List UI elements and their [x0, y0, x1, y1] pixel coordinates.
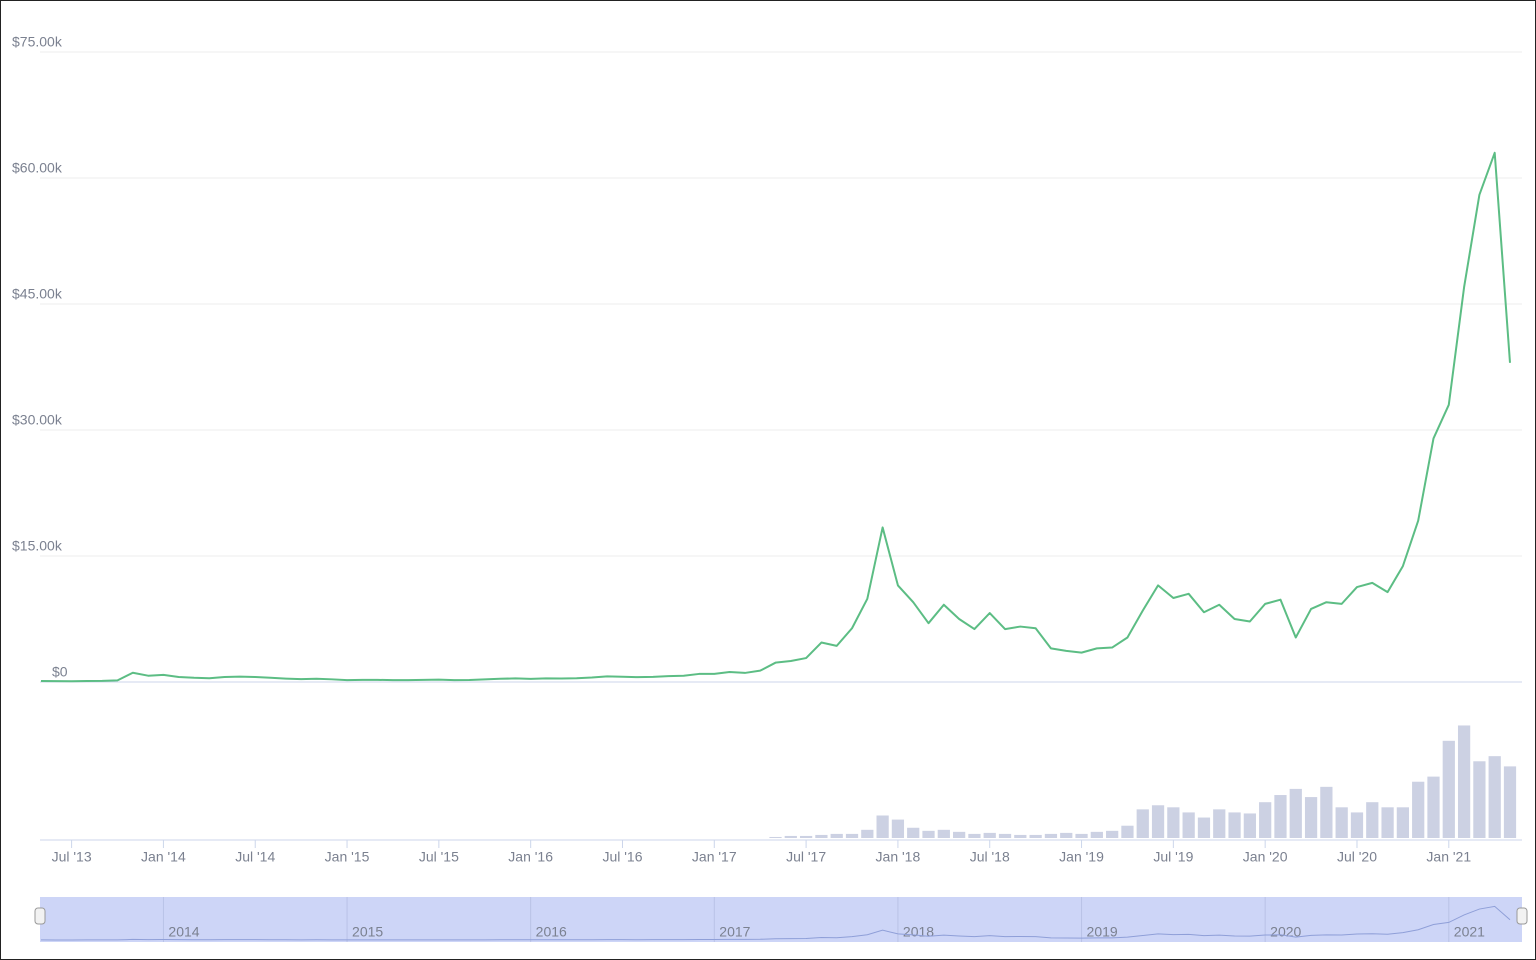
x-tick-label: Jul '14: [235, 849, 275, 865]
volume-bar: [876, 815, 889, 838]
volume-bar: [937, 829, 950, 838]
volume-bar: [1320, 786, 1333, 838]
volume-bar: [1106, 830, 1119, 838]
x-tick-label: Jul '19: [1153, 849, 1193, 865]
volume-bar: [922, 830, 935, 838]
volume-bar: [1381, 807, 1394, 838]
y-tick-label: $30.00k: [12, 412, 63, 428]
x-tick-label: Jan '18: [876, 849, 921, 865]
volume-bar: [1060, 832, 1073, 838]
volume-bar: [1136, 809, 1149, 838]
y-tick-label: $0: [52, 664, 68, 680]
navigator-label: 2020: [1270, 924, 1301, 940]
volume-bar: [1075, 833, 1088, 838]
volume-bar: [891, 819, 905, 838]
volume-bar: [1457, 725, 1471, 838]
volume-bar: [845, 833, 859, 838]
price-line: [40, 151, 1511, 683]
volume-bar: [1503, 766, 1517, 838]
volume-bar: [1182, 812, 1195, 838]
volume-bar: [1473, 761, 1486, 838]
volume-bar: [1167, 807, 1180, 838]
volume-bar: [1151, 805, 1165, 838]
navigator-label: 2018: [903, 924, 934, 940]
x-tick-label: Jan '17: [692, 849, 737, 865]
navigator-line: [40, 905, 1511, 941]
navigator-handle[interactable]: [1516, 907, 1528, 925]
volume-bar: [1121, 825, 1134, 838]
navigator-label: 2016: [536, 924, 567, 940]
volume-bar: [1274, 795, 1287, 838]
volume-bar: [1335, 807, 1348, 838]
volume-bar: [1044, 833, 1058, 838]
navigator-label: 2021: [1454, 924, 1485, 940]
volume-bar: [1366, 802, 1379, 838]
volume-bar: [1350, 812, 1364, 838]
volume-bar: [1029, 834, 1042, 838]
volume-bar: [1090, 831, 1103, 838]
volume-bar: [953, 831, 966, 838]
navigator-handle[interactable]: [34, 907, 46, 925]
volume-bar: [1014, 834, 1027, 838]
x-tick-label: Jul '13: [52, 849, 92, 865]
volume-bar: [983, 832, 996, 838]
volume-bar: [1259, 802, 1272, 838]
x-tick-label: Jan '15: [325, 849, 370, 865]
x-tick-label: Jul '15: [419, 849, 459, 865]
volume-bar: [1243, 813, 1256, 838]
volume-bar: [1228, 812, 1241, 838]
y-tick-label: $75.00k: [12, 34, 63, 50]
x-tick-label: Jul '18: [970, 849, 1010, 865]
volume-bar: [1197, 817, 1211, 838]
volume-bar: [1427, 776, 1440, 838]
x-tick-label: Jul '16: [602, 849, 642, 865]
y-tick-label: $15.00k: [12, 538, 63, 554]
x-tick-label: Jan '20: [1243, 849, 1288, 865]
volume-bar: [784, 835, 797, 838]
volume-bar: [861, 829, 874, 838]
volume-bar: [1412, 781, 1425, 838]
x-tick-label: Jan '16: [508, 849, 553, 865]
volume-bar: [815, 834, 828, 838]
volume-bar: [769, 836, 782, 838]
navigator-label: 2014: [168, 924, 199, 940]
volume-bar: [968, 833, 981, 838]
volume-bar: [907, 827, 920, 838]
volume-bar: [799, 835, 813, 838]
y-tick-label: $60.00k: [12, 160, 63, 176]
volume-bar: [830, 833, 843, 838]
volume-bar: [1304, 797, 1318, 838]
navigator-label: 2019: [1087, 924, 1118, 940]
navigator-label: 2017: [719, 924, 750, 940]
x-tick-label: Jul '20: [1337, 849, 1377, 865]
volume-bar: [1442, 740, 1455, 838]
volume-bar: [1488, 756, 1501, 838]
navigator-label: 2015: [352, 924, 383, 940]
x-tick-label: Jan '19: [1059, 849, 1104, 865]
x-tick-label: Jan '21: [1426, 849, 1471, 865]
volume-bar: [1396, 807, 1410, 838]
x-tick-label: Jul '17: [786, 849, 826, 865]
x-tick-label: Jan '14: [141, 849, 186, 865]
volume-bar: [1289, 788, 1302, 838]
volume-bar: [998, 833, 1012, 838]
volume-bar: [1213, 809, 1226, 838]
y-tick-label: $45.00k: [12, 286, 63, 302]
